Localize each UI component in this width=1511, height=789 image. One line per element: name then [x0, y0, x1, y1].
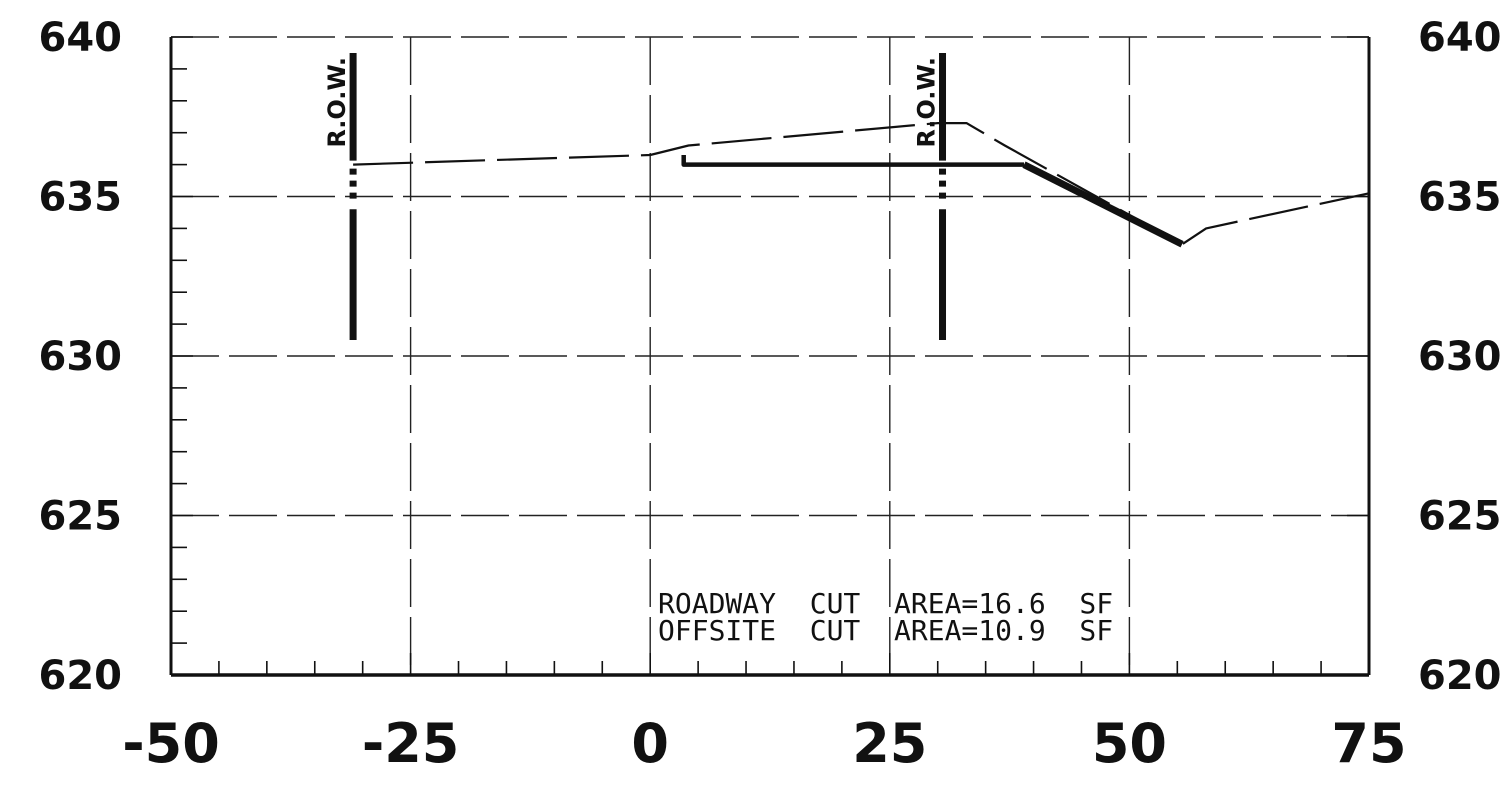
tick-labels: -50 -25 0 25 50 75 620 625 630 635 640 620 625 630 635… — [39, 15, 1502, 775]
y-tick-label-left: 640 — [39, 15, 123, 61]
roadway-cut-note: ROADWAY CUT AREA=16.6 SF — [658, 587, 1113, 620]
row-label: R.O.W. — [913, 57, 941, 148]
series-line-0 — [353, 121, 1370, 246]
y-tick-label-left: 620 — [39, 653, 123, 699]
y-tick-label-right: 635 — [1418, 175, 1502, 221]
series-layer — [353, 121, 1370, 248]
x-tick-label: 75 — [1331, 712, 1406, 775]
annotations: ROADWAY CUT AREA=16.6 SF OFFSITE CUT ARE… — [658, 587, 1113, 647]
row-markers: R.O.W. R.O.W. — [323, 52, 947, 341]
offsite-cut-note: OFFSITE CUT AREA=10.9 SF — [658, 614, 1113, 647]
x-tick-label: 50 — [1092, 712, 1167, 775]
x-tick-label: -50 — [122, 712, 220, 775]
y-tick-label-right: 620 — [1418, 653, 1502, 699]
x-tick-label: 25 — [852, 712, 927, 775]
y-tick-label-right: 625 — [1418, 494, 1502, 540]
y-tick-label-left: 630 — [39, 334, 123, 380]
y-tick-label-right: 640 — [1418, 15, 1502, 61]
y-tick-label-left: 635 — [39, 175, 123, 221]
y-tick-label-right: 630 — [1418, 334, 1502, 380]
row-label: R.O.W. — [323, 57, 351, 148]
series-line-2 — [1022, 161, 1184, 248]
y-tick-label-left: 625 — [39, 494, 123, 540]
grid — [171, 36, 1369, 675]
series-line-1 — [681, 155, 1024, 167]
x-tick-label: 0 — [631, 712, 669, 775]
x-tick-label: -25 — [362, 712, 460, 775]
